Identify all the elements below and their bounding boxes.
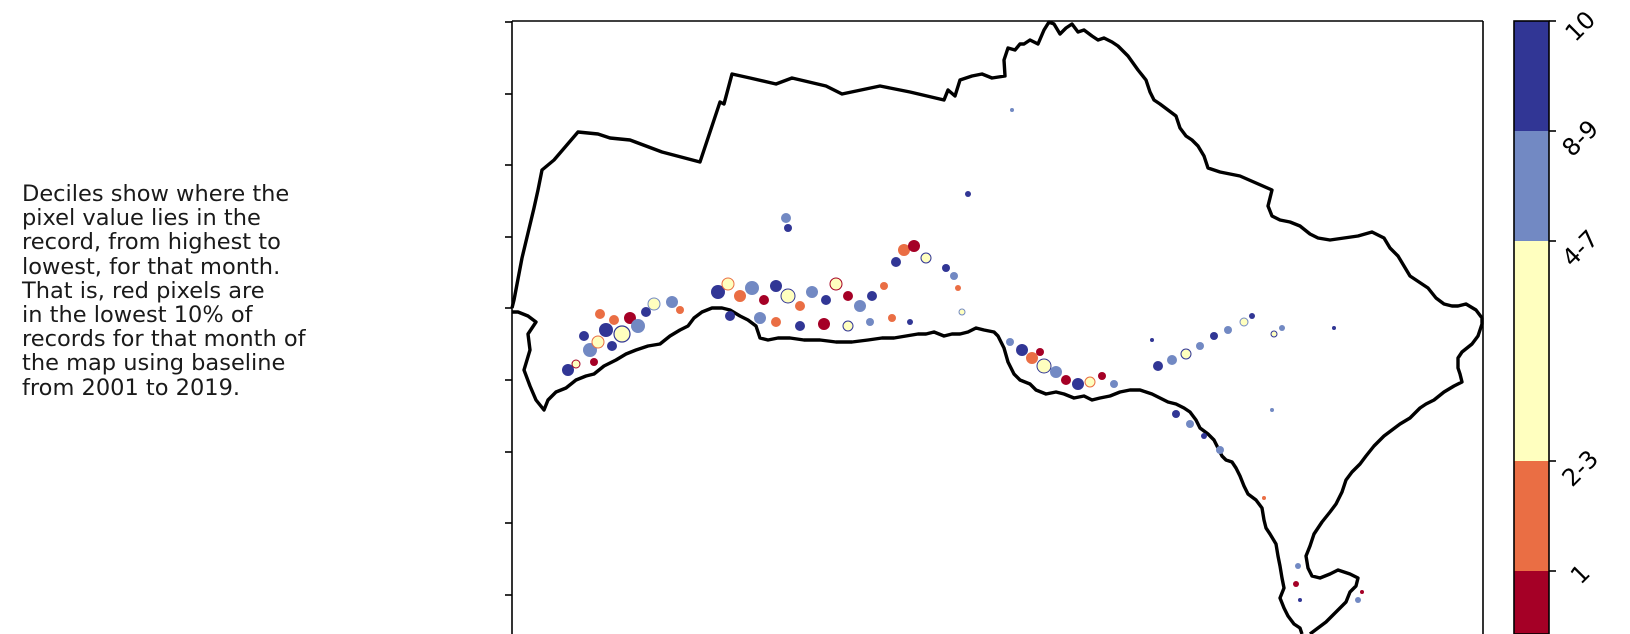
decile-pixel-clusters bbox=[562, 108, 1364, 603]
region-boundary bbox=[510, 20, 1484, 634]
colorbar-ticks bbox=[1549, 20, 1556, 572]
y-ticks bbox=[505, 21, 512, 596]
colorbar-band-8-9 bbox=[1514, 131, 1549, 241]
colorbar-tick-label: 10 bbox=[1560, 6, 1601, 47]
caption-line: That is, red pixels are bbox=[22, 277, 265, 304]
colorbar-band-10 bbox=[1514, 21, 1549, 131]
caption-line: from 2001 to 2019. bbox=[22, 374, 241, 401]
colorbar-band-1 bbox=[1514, 571, 1549, 634]
decile-colorbar: 10 8-9 4-7 2-3 1 bbox=[1513, 6, 1605, 634]
map-caption: Deciles show where the pixel value lies … bbox=[22, 182, 382, 400]
caption-line: pixel value lies in the bbox=[22, 205, 261, 232]
pixel-cluster-south bbox=[1172, 410, 1364, 603]
colorbar-tick-label: 4-7 bbox=[1557, 225, 1605, 273]
caption-line: records for that month of bbox=[22, 326, 306, 353]
pixel-cluster-east bbox=[1006, 313, 1336, 412]
pixel-cluster-central bbox=[711, 277, 913, 332]
colorbar-band-4-7 bbox=[1514, 241, 1549, 461]
caption-line: lowest, for that month. bbox=[22, 253, 281, 280]
colorbar-tick-label: 2-3 bbox=[1557, 445, 1605, 493]
pixel-cluster-west bbox=[562, 296, 684, 376]
caption-line: in the lowest 10% of bbox=[22, 302, 253, 329]
map-axes bbox=[505, 20, 1484, 634]
colorbar-tick-label: 8-9 bbox=[1557, 115, 1605, 163]
colorbar-tick-label: 1 bbox=[1565, 559, 1596, 590]
caption-line: the map using baseline bbox=[22, 350, 286, 377]
colorbar-frame bbox=[1513, 20, 1550, 634]
caption-line: record, from highest to bbox=[22, 229, 281, 256]
caption-line: Deciles show where the bbox=[22, 181, 290, 207]
pixel-cluster-north bbox=[781, 108, 1014, 316]
colorbar-band-2-3 bbox=[1514, 461, 1549, 571]
